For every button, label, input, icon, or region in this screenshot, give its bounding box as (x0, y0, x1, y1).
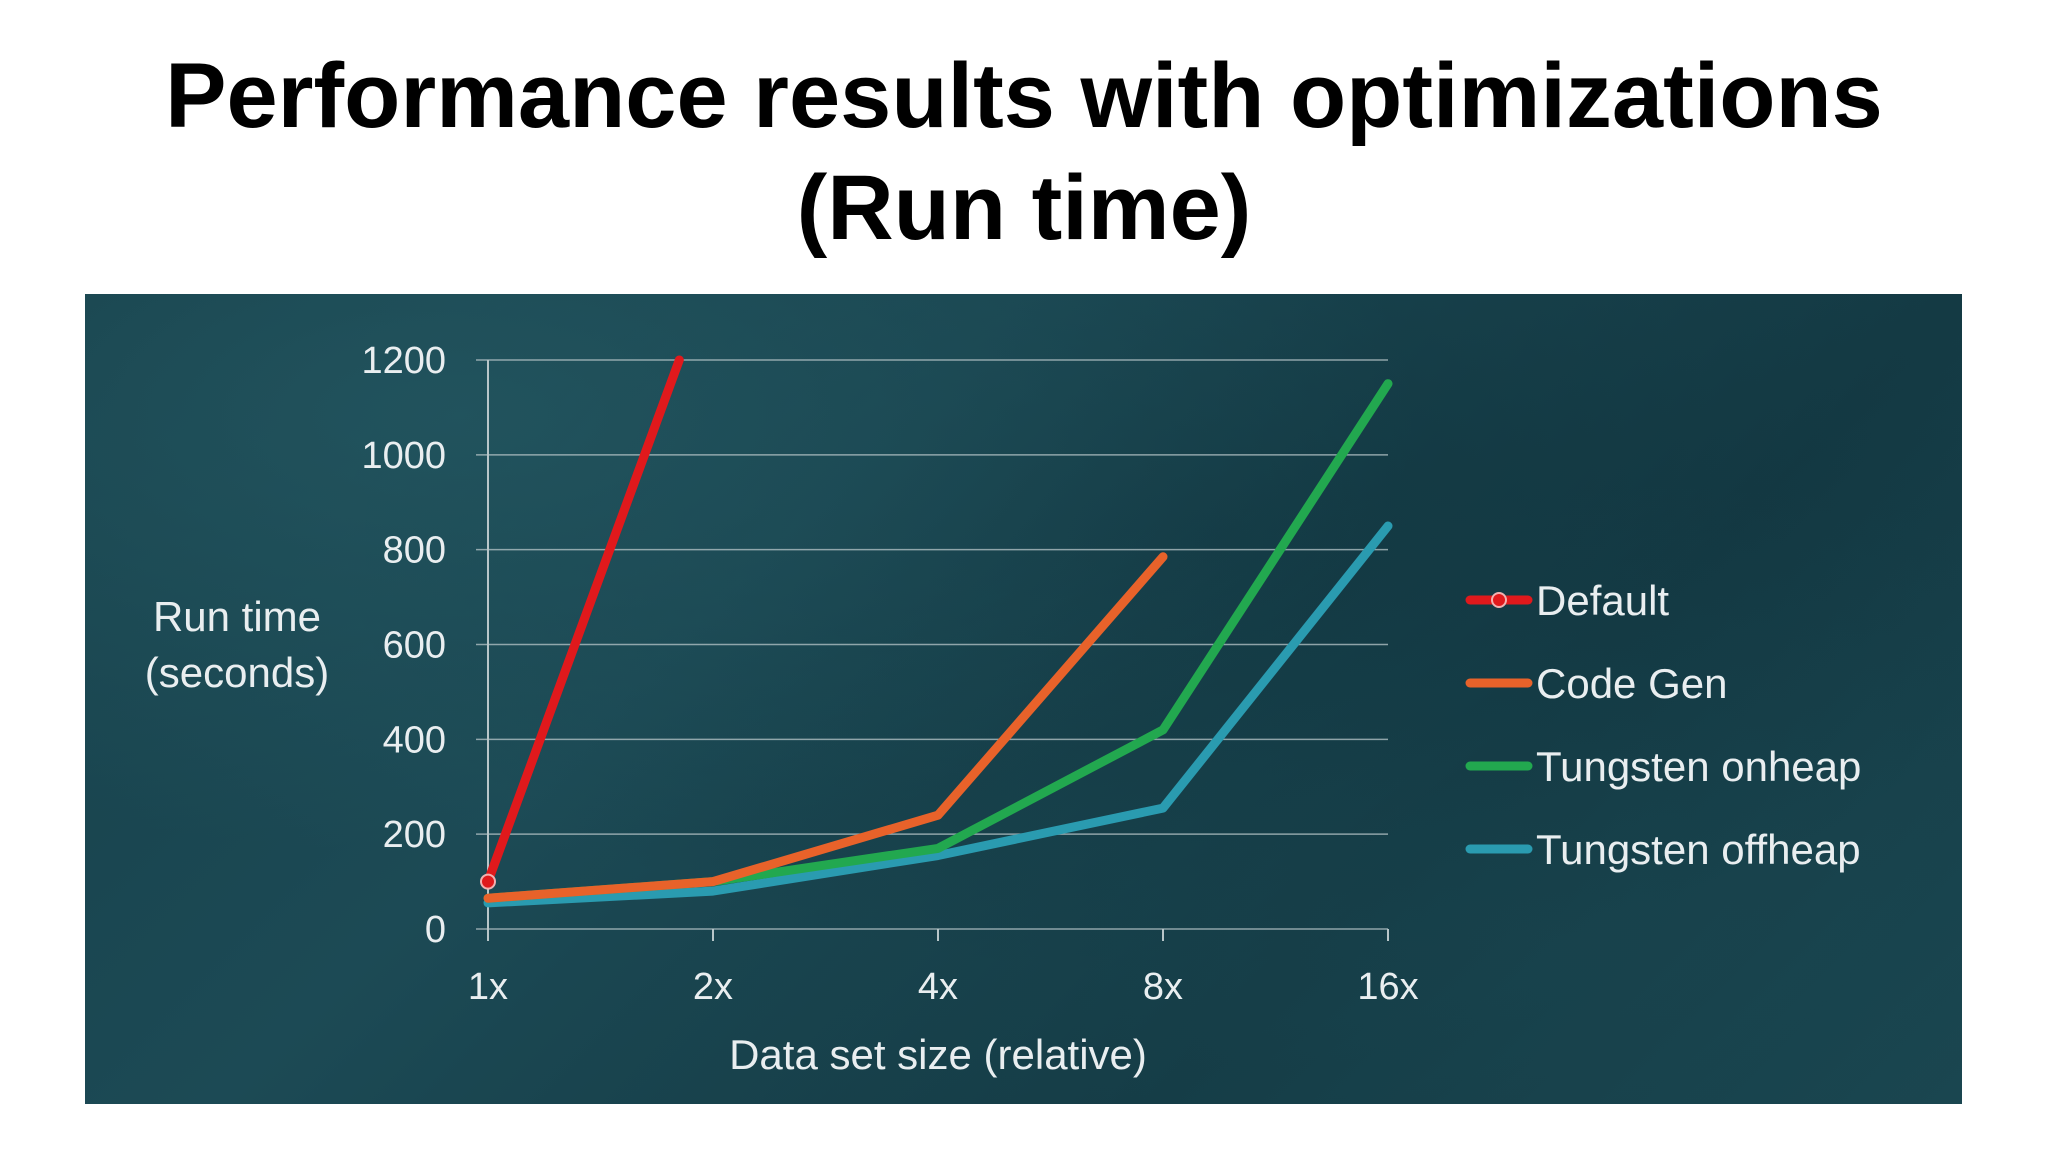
x-tick-label: 2x (693, 966, 733, 1008)
y-tick-label: 1000 (361, 435, 446, 477)
y-tick-label: 600 (383, 625, 446, 667)
series-line-tungsten-onheap (483, 379, 1393, 903)
x-tick-label: 1x (468, 966, 508, 1008)
x-axis-title: Data set size (relative) (729, 1031, 1147, 1078)
series-line-code-gen (483, 552, 1168, 903)
series-line-tungsten-offheap (483, 521, 1393, 908)
slide-title-line-1: Performance results with optimizations (165, 45, 1883, 147)
run-time-line-chart: 0 200 400 600 800 1000 1200 1x 2x 4x 8x 16x Data set… (145, 340, 1862, 1078)
x-tick-label: 4x (918, 966, 958, 1008)
y-tick-label: 1200 (361, 340, 446, 382)
legend-label-tungsten-onheap: Tungsten onheap (1536, 743, 1861, 790)
x-tick-label: 8x (1143, 966, 1183, 1008)
slide-title: Performance results with optimizations (… (0, 40, 2048, 264)
chart-panel: 0 200 400 600 800 1000 1200 1x 2x 4x 8x 16x Data set… (85, 294, 1962, 1104)
legend-label-code-gen: Code Gen (1536, 660, 1727, 707)
y-tick-label: 400 (383, 719, 446, 761)
y-tick-label: 800 (383, 530, 446, 572)
series-marker-default (480, 873, 496, 890)
slide-title-line-2: (Run time) (796, 157, 1252, 259)
series-line-default (483, 355, 684, 887)
y-axis-title-line-2: (seconds) (145, 649, 329, 696)
x-tick-label: 16x (1357, 966, 1418, 1008)
y-tick-label: 200 (383, 814, 446, 856)
y-tick-label: 0 (425, 909, 446, 951)
y-axis-title-line-1: Run time (153, 593, 321, 640)
legend-label-default: Default (1536, 577, 1669, 624)
legend-label-tungsten-offheap: Tungsten offheap (1536, 826, 1861, 873)
legend-marker-default (1491, 592, 1507, 608)
